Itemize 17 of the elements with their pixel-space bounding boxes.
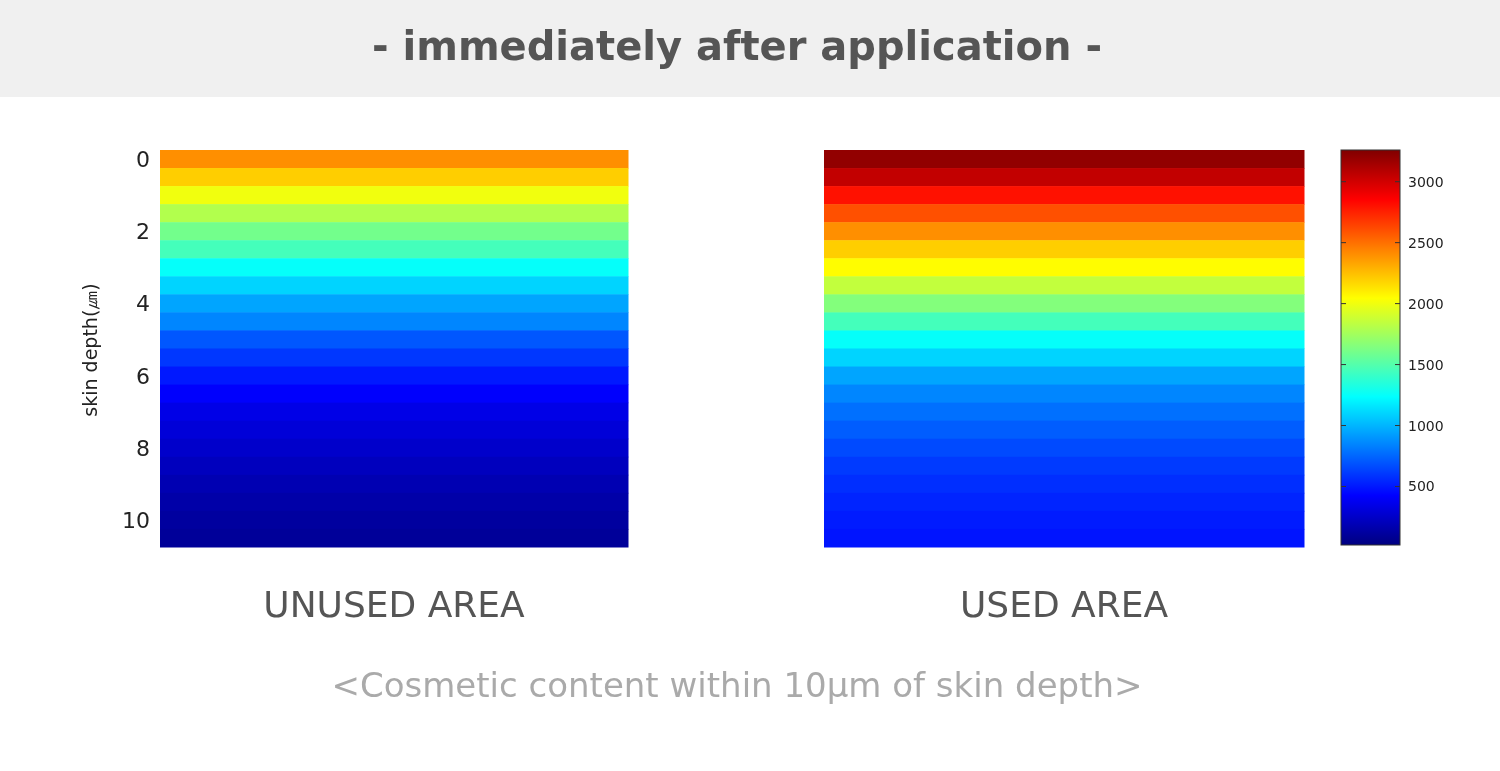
y-tick-label: 2 (136, 219, 150, 245)
color-bar-label: 1000 (1408, 417, 1444, 434)
y-tick-label: 4 (136, 291, 150, 317)
y-tick-label: 0 (136, 147, 150, 173)
x-tick-label: UNUSED AREA (263, 584, 526, 625)
color-bar-label: 3000 (1408, 173, 1444, 190)
color-bar-label: 2500 (1408, 234, 1444, 251)
y-tick-label: 10 (122, 507, 150, 533)
color-bar-label: 1500 (1408, 356, 1444, 373)
color-bar-label: 2000 (1408, 295, 1444, 312)
y-axis-title: skin depth(㎛) (79, 283, 101, 417)
x-tick-label: USED AREA (959, 584, 1169, 625)
chart-title: - immediately after application - (371, 23, 1103, 69)
color-bar-label: 500 (1408, 478, 1435, 495)
y-tick-label: 6 (136, 363, 150, 389)
text: <Cosmetic content within 10µm of skin depth> (331, 665, 1143, 705)
y-tick-label: 8 (136, 435, 150, 461)
